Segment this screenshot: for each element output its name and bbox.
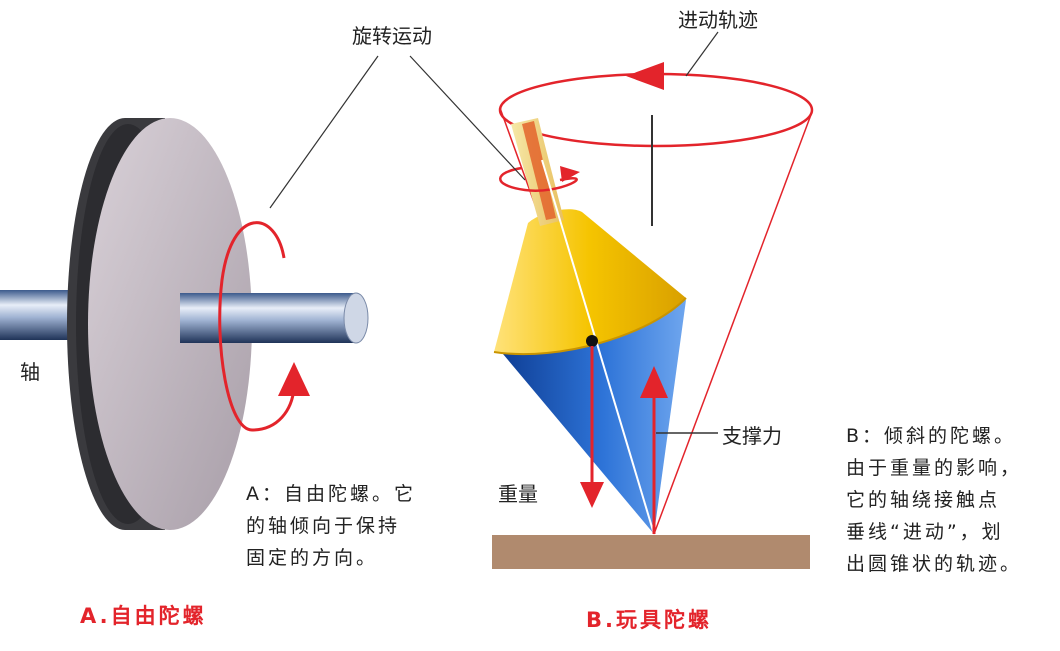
disc-face [88, 118, 252, 530]
label-weight: 重量 [498, 482, 538, 506]
precession-cone-right [653, 111, 813, 535]
axle-end [343, 292, 369, 344]
top-blue-cone [503, 300, 686, 534]
caption-b-line-5: 出圆锥状的轨迹。 [846, 553, 1023, 575]
caption-a: A：自由陀螺。它 的轴倾向于保持 固定的方向。 [246, 478, 416, 574]
title-a: A.自由陀螺 [80, 604, 207, 628]
caption-b-line-2: 由于重量的影响， [846, 457, 1023, 479]
top-spindle-core [522, 121, 556, 220]
precession-arrow [626, 62, 664, 90]
label-axis: 轴 [20, 360, 40, 384]
caption-b-line-3: 它的轴绕接触点 [846, 489, 1001, 511]
label-support-force: 支撑力 [722, 424, 782, 448]
rotation-arrow-b [560, 166, 580, 182]
caption-b-line-1: B：倾斜的陀螺。 [846, 425, 1017, 447]
rotation-loop-a [218, 221, 296, 432]
weight-arrow-head [580, 482, 604, 508]
axle-right [180, 293, 368, 343]
caption-a-line-2: 的轴倾向于保持 [246, 515, 401, 537]
caption-a-line-3: 固定的方向。 [246, 547, 379, 569]
caption-b: B：倾斜的陀螺。 由于重量的影响， 它的轴绕接触点 垂线“进动”，划 出圆锥状的… [846, 420, 1022, 580]
rotation-leader-b [409, 55, 526, 181]
ground-plate [492, 535, 810, 569]
rotation-loop-b [499, 166, 578, 192]
rotation-arrow-a [278, 362, 310, 396]
top-yellow-rim [493, 297, 687, 356]
label-precession-path: 进动轨迹 [678, 8, 758, 32]
top-yellow-body [494, 209, 686, 355]
free-gyro-figure [0, 118, 369, 530]
toy-top-figure [492, 62, 814, 569]
support-arrow-head [640, 366, 668, 398]
caption-a-line-1: A：自由陀螺。它 [246, 483, 416, 505]
title-b: B.玩具陀螺 [586, 608, 712, 632]
rotation-leader-a [269, 55, 379, 209]
center-of-mass [586, 335, 598, 347]
caption-b-line-4: 垂线“进动”，划 [846, 521, 1004, 543]
label-rotation: 旋转运动 [352, 24, 432, 48]
precession-leader [685, 31, 719, 77]
top-axis [541, 159, 655, 535]
